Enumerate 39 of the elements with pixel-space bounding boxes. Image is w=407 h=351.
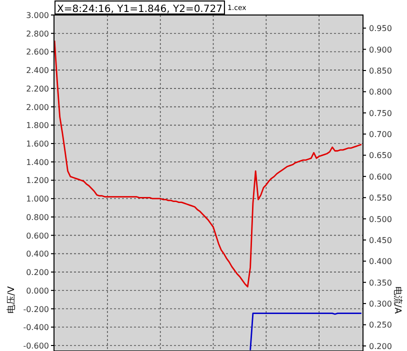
- y-tick-label: 0.600: [26, 231, 49, 240]
- y-tick-label: -0.600: [23, 341, 49, 350]
- y-tick-label: 0.000: [26, 286, 49, 296]
- y2-tick-label: 0.200: [369, 342, 392, 351]
- y-tick-label: 2.200: [26, 84, 49, 94]
- y-tick-label: 2.000: [26, 102, 49, 112]
- y2-tick-label: 0.850: [369, 66, 392, 76]
- y2-tick-label: 0.750: [369, 108, 392, 118]
- y-tick-label: 0.400: [26, 250, 49, 259]
- y2-axis-title: 电流/A: [392, 286, 403, 314]
- y-tick-label: 1.800: [26, 121, 49, 130]
- y2-tick-label: 0.400: [369, 257, 392, 266]
- y-tick-label: 1.400: [26, 158, 49, 167]
- y2-tick-label: 0.500: [369, 214, 392, 224]
- y2-tick-label: 0.350: [369, 278, 392, 288]
- y2-tick-label: 0.450: [369, 236, 392, 245]
- y-tick-label: 2.800: [26, 29, 49, 38]
- y2-tick-label: 0.950: [369, 24, 392, 34]
- y-tick-label: -0.400: [23, 323, 49, 332]
- text: X=8:24:16, Y1=1.846, Y2=0.727: [57, 4, 222, 15]
- line-series: [54, 40, 362, 288]
- y-tick-label: 3.000: [26, 11, 49, 20]
- y-tick-label: -0.200: [23, 304, 49, 314]
- y-tick-label: 1.600: [26, 140, 49, 149]
- y-tick-label: 2.400: [26, 66, 49, 76]
- y2-tick-label: 0.300: [369, 300, 392, 309]
- y2-tick-label: 0.650: [369, 151, 392, 160]
- y2-tick-label: 0.550: [369, 194, 392, 203]
- y-tick-label: 1.200: [26, 176, 49, 186]
- y2-tick-label: 0.600: [369, 172, 392, 182]
- y2-tick-label: 0.700: [369, 130, 392, 140]
- y-tick-label: 1.000: [26, 194, 49, 204]
- y2-tick-label: 0.250: [369, 320, 392, 330]
- y2-tick-label: 0.900: [369, 45, 392, 54]
- y-tick-label: 2.600: [26, 48, 49, 57]
- y-axis-title: 电压/V: [6, 286, 17, 314]
- y2-tick-label: 0.800: [369, 88, 392, 97]
- y-tick-label: 0.200: [26, 268, 49, 278]
- y-tick-label: 0.800: [26, 212, 49, 222]
